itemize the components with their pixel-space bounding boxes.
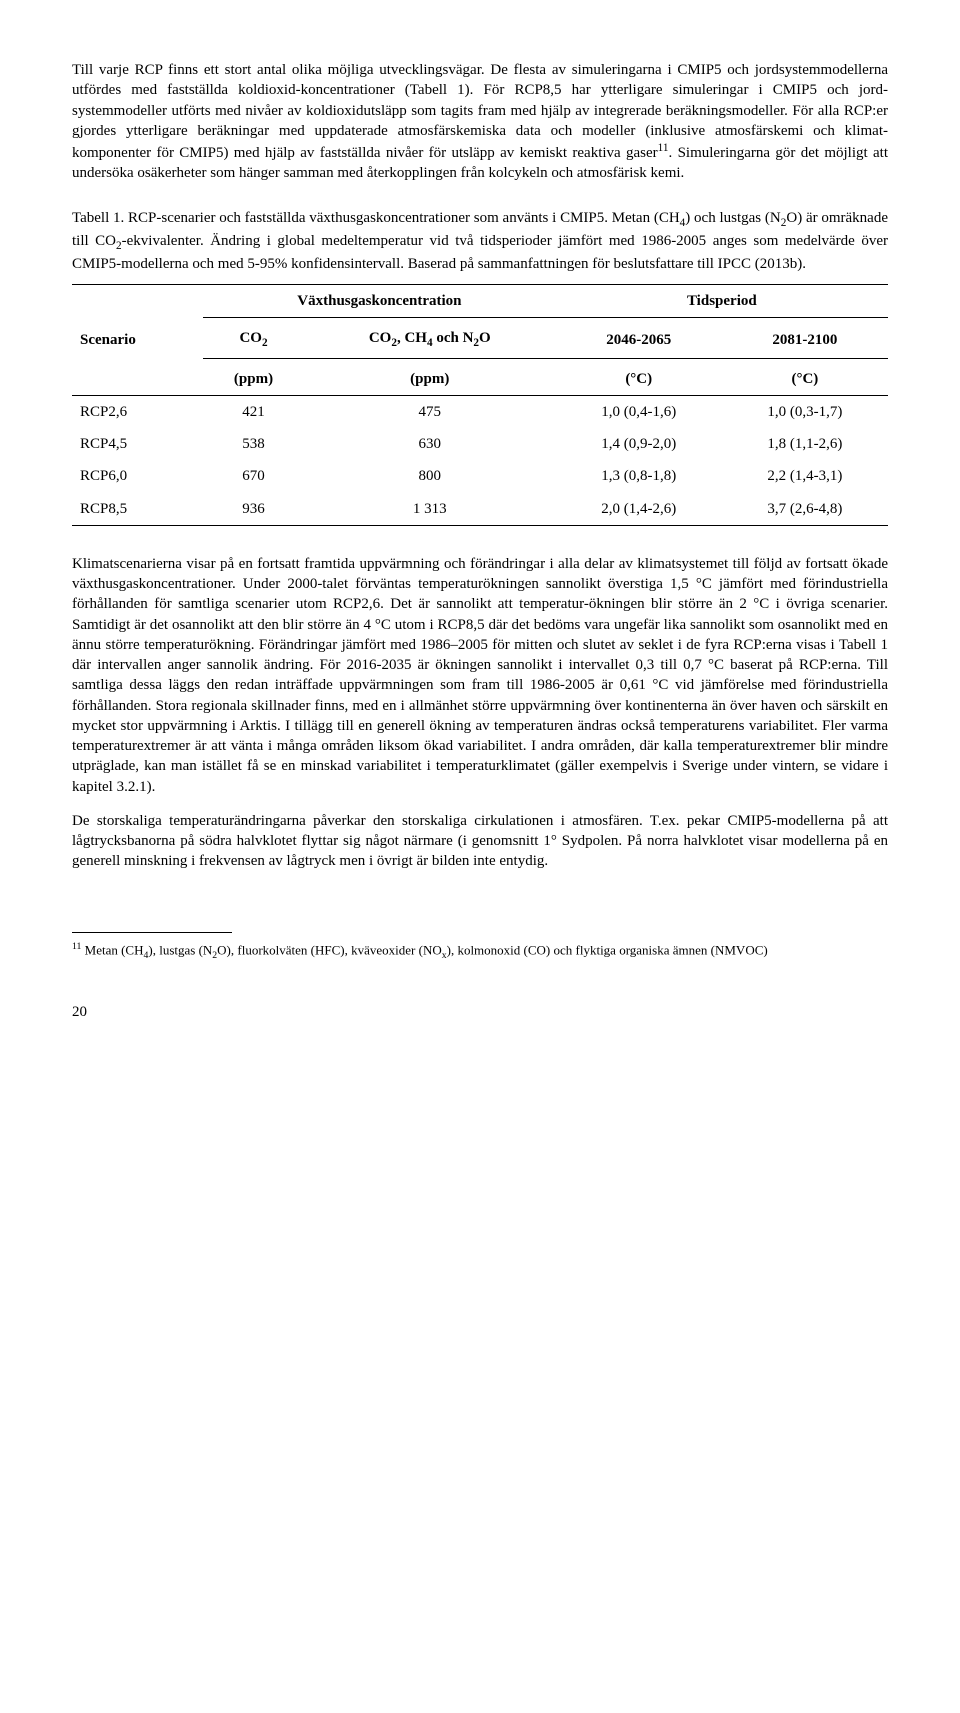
body-paragraph-1: Till varje RCP finns ett stort antal oli…: [72, 60, 888, 184]
th-ppm-2: (ppm): [304, 358, 556, 395]
th-period-1: 2046-2065: [556, 318, 722, 358]
table-row: RCP4,5 538 630 1,4 (0,9-2,0) 1,8 (1,1-2,…: [72, 428, 888, 460]
th-co2: CO2: [203, 318, 304, 358]
th-period-2: 2081-2100: [722, 318, 888, 358]
body-paragraph-2: Klimatscenarierna visar på en fortsatt f…: [72, 554, 888, 797]
page-number: 20: [72, 1002, 888, 1022]
th-scenario: Scenario: [72, 285, 203, 396]
th-co2-ch4-n2o: CO2, CH4 och N2O: [304, 318, 556, 358]
th-concentration: Växthusgaskoncentration: [203, 285, 556, 318]
th-degc-2: (°C): [722, 358, 888, 395]
th-period: Tidsperiod: [556, 285, 888, 318]
table-caption: Tabell 1. RCP-scenarier och fastställda …: [72, 208, 888, 275]
th-degc-1: (°C): [556, 358, 722, 395]
footnote-ref-11: 11: [658, 142, 669, 154]
table-row: RCP6,0 670 800 1,3 (0,8-1,8) 2,2 (1,4-3,…: [72, 460, 888, 492]
table-row: RCP2,6 421 475 1,0 (0,4-1,6) 1,0 (0,3-1,…: [72, 395, 888, 428]
body-paragraph-3: De storskaliga temperaturändringarna påv…: [72, 811, 888, 872]
table-row: RCP8,5 936 1 313 2,0 (1,4-2,6) 3,7 (2,6-…: [72, 493, 888, 526]
footnote-11: 11 Metan (CH4), lustgas (N2O), fluorkolv…: [72, 941, 888, 963]
rcp-table-body: RCP2,6 421 475 1,0 (0,4-1,6) 1,0 (0,3-1,…: [72, 395, 888, 525]
rcp-table: Scenario Växthusgaskoncentration Tidsper…: [72, 284, 888, 526]
footnote-separator: [72, 932, 232, 933]
th-ppm-1: (ppm): [203, 358, 304, 395]
